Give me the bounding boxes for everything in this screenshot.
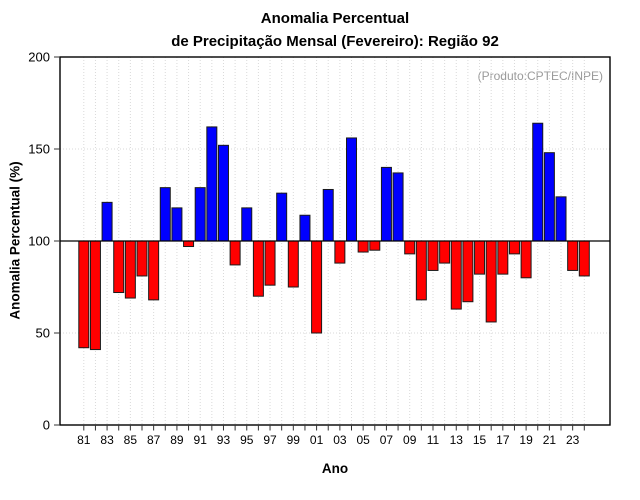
x-tick-label: 01 [310, 433, 324, 447]
x-tick-label: 93 [217, 433, 231, 447]
bar-22 [555, 196, 567, 242]
bar-11 [427, 240, 439, 271]
x-tick-label: 81 [77, 433, 91, 447]
bar-90 [183, 240, 195, 248]
y-tick-label: 150 [28, 142, 50, 157]
bar-13 [450, 240, 462, 310]
x-axis-label: Ano [321, 461, 349, 476]
x-tick-label: 17 [496, 433, 510, 447]
bar-82 [89, 240, 101, 351]
bar-95 [241, 207, 253, 242]
chart-title: Anomalia Percentual de Precipitação Mens… [30, 7, 640, 53]
bar-93 [217, 144, 229, 242]
bar-21 [543, 152, 555, 242]
bar-04 [346, 137, 358, 242]
x-tick-label: 95 [240, 433, 254, 447]
x-tick-label: 07 [380, 433, 394, 447]
bar-94 [229, 240, 241, 266]
x-tick-label: 15 [473, 433, 487, 447]
x-tick-label: 21 [543, 433, 557, 447]
bar-08 [392, 172, 404, 242]
x-tick-label: 99 [287, 433, 301, 447]
bar-24 [578, 240, 590, 277]
y-tick-label: 200 [28, 50, 50, 65]
bar-14 [462, 240, 474, 303]
bar-10 [415, 240, 427, 301]
bar-01 [311, 240, 323, 334]
bar-17 [497, 240, 509, 275]
bar-23 [567, 240, 579, 271]
source-annotation: (Produto:CPTEC/INPE) [477, 69, 603, 83]
bar-81 [78, 240, 90, 349]
bar-89 [171, 207, 183, 242]
x-tick-label: 85 [124, 433, 138, 447]
bar-87 [148, 240, 160, 301]
x-tick-label: 13 [450, 433, 464, 447]
bar-97 [264, 240, 276, 286]
bar-91 [194, 187, 206, 242]
bar-96 [252, 240, 264, 297]
x-tick-label: 19 [519, 433, 533, 447]
bar-20 [532, 122, 544, 242]
y-tick-label: 0 [43, 418, 50, 433]
bar-19 [520, 240, 532, 279]
bar-84 [113, 240, 125, 294]
bar-06 [369, 240, 381, 251]
bar-00 [299, 214, 311, 242]
bar-92 [206, 126, 218, 242]
x-tick-label: 89 [170, 433, 184, 447]
x-tick-label: 87 [147, 433, 161, 447]
bar-07 [380, 166, 392, 242]
bar-15 [474, 240, 486, 275]
chart-title-line2: de Precipitação Mensal (Fevereiro): Regi… [171, 33, 499, 50]
bar-83 [101, 201, 113, 242]
bar-02 [322, 188, 334, 242]
x-tick-label: 05 [356, 433, 370, 447]
bar-18 [508, 240, 520, 255]
x-tick-label: 23 [566, 433, 580, 447]
bar-05 [357, 240, 369, 253]
bar-16 [485, 240, 497, 323]
x-tick-label: 03 [333, 433, 347, 447]
x-tick-label: 09 [403, 433, 417, 447]
bar-99 [287, 240, 299, 288]
x-tick-label: 97 [263, 433, 277, 447]
y-tick-label: 50 [36, 326, 50, 341]
bar-98 [276, 192, 288, 242]
bar-03 [334, 240, 346, 264]
x-tick-label: 83 [100, 433, 114, 447]
bar-09 [404, 240, 416, 255]
bar-12 [439, 240, 451, 264]
chart-title-line1: Anomalia Percentual [260, 10, 410, 27]
bar-88 [159, 187, 171, 242]
x-tick-label: 91 [194, 433, 208, 447]
y-tick-label: 100 [28, 234, 50, 249]
x-tick-label: 11 [427, 433, 440, 447]
bar-85 [124, 240, 136, 299]
bar-86 [136, 240, 148, 277]
